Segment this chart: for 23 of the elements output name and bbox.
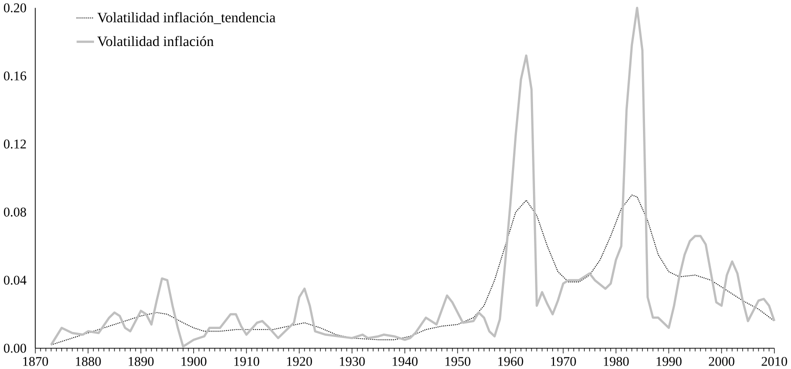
x-tick-label: 1930 [340,356,365,366]
y-tick-label: 0.04 [4,276,26,285]
y-tick-label: 0.16 [4,71,26,80]
x-tick-label: 1960 [498,356,524,366]
y-tick-label: 0.08 [4,207,26,216]
y-tick-label: 0.20 [4,3,26,12]
x-tick-label: 2010 [762,356,788,366]
x-tick-label: 1870 [23,356,48,366]
y-tick-label: 0.12 [4,139,26,148]
x-tick-label: 1890 [128,356,154,366]
x-tick-label: 1910 [234,356,260,366]
x-tick-label: 1880 [76,356,101,366]
legend-label: Volatilidad inflación [97,36,214,46]
y-tick-label: 0.00 [4,344,26,353]
legend-label: Volatilidad inflación_tendencia [97,12,276,24]
x-tick-label: 1970 [551,356,576,366]
x-tick-label: 1990 [656,356,682,366]
x-tick-label: 1950 [446,356,470,366]
x-tick-label: 2000 [708,356,734,366]
x-tick-label: 1980 [604,356,629,366]
x-tick-label: 1920 [287,356,312,366]
x-tick-label: 1900 [182,356,206,366]
x-tick-label: 1940 [392,356,418,366]
